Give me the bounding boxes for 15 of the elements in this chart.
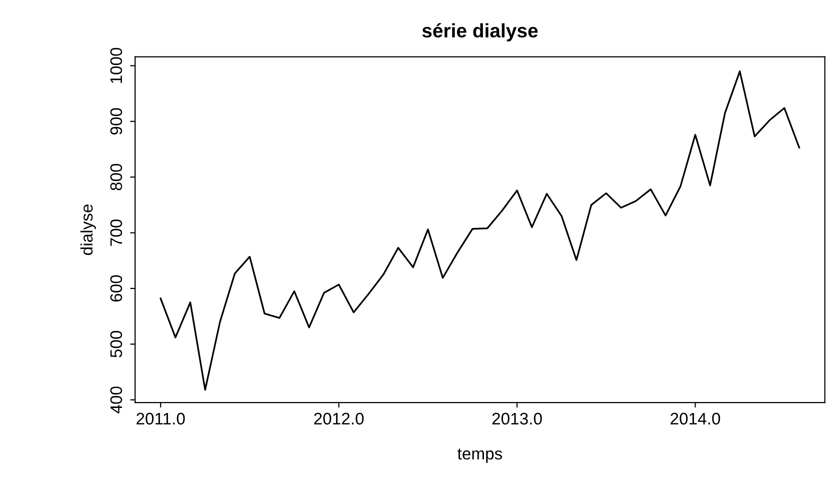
y-tick-label: 800 <box>110 164 122 190</box>
x-axis-title: temps <box>458 448 502 463</box>
x-tick-label: 2013.0 <box>492 412 542 425</box>
y-tick-label: 600 <box>110 275 122 302</box>
y-tick-label: 1000 <box>110 48 122 83</box>
y-tick-label: 400 <box>110 386 122 414</box>
x-tick-label: 2014.0 <box>670 412 720 425</box>
x-tick-label: 2011.0 <box>136 412 185 425</box>
y-tick-label: 900 <box>110 108 122 135</box>
line-series <box>160 70 800 391</box>
y-tick-label: 700 <box>110 220 122 246</box>
chart-title: série dialyse <box>422 23 538 42</box>
x-tick-label: 2012.0 <box>314 412 364 425</box>
y-tick-label: 500 <box>110 330 122 358</box>
y-axis-title: dialyse <box>80 204 96 255</box>
